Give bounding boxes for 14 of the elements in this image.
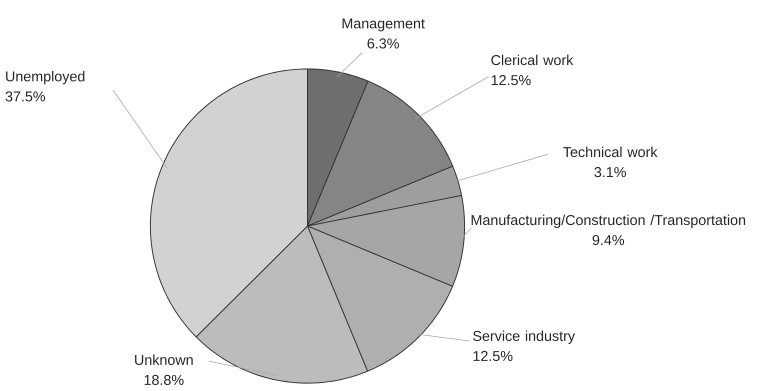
slice-label: Manufacturing/Construction /Transportation (472, 214, 746, 228)
slice-label: Technical work (563, 146, 658, 158)
slice-label: Unemployed (6, 71, 84, 84)
data-label: 6.3% (368, 38, 399, 49)
slice-label: Management (342, 18, 425, 32)
data-label: 3.1% (594, 167, 626, 178)
data-label: 18.8% (144, 374, 184, 386)
slice-label: Unknown (135, 354, 193, 366)
data-label: 37.5% (6, 91, 46, 102)
data-label: 12.5% (492, 75, 531, 86)
slice-label: Clerical work (491, 54, 574, 66)
data-label: 9.4% (592, 235, 624, 246)
slice-label: Service industry (473, 330, 576, 344)
data-label: 12.5% (474, 351, 513, 362)
